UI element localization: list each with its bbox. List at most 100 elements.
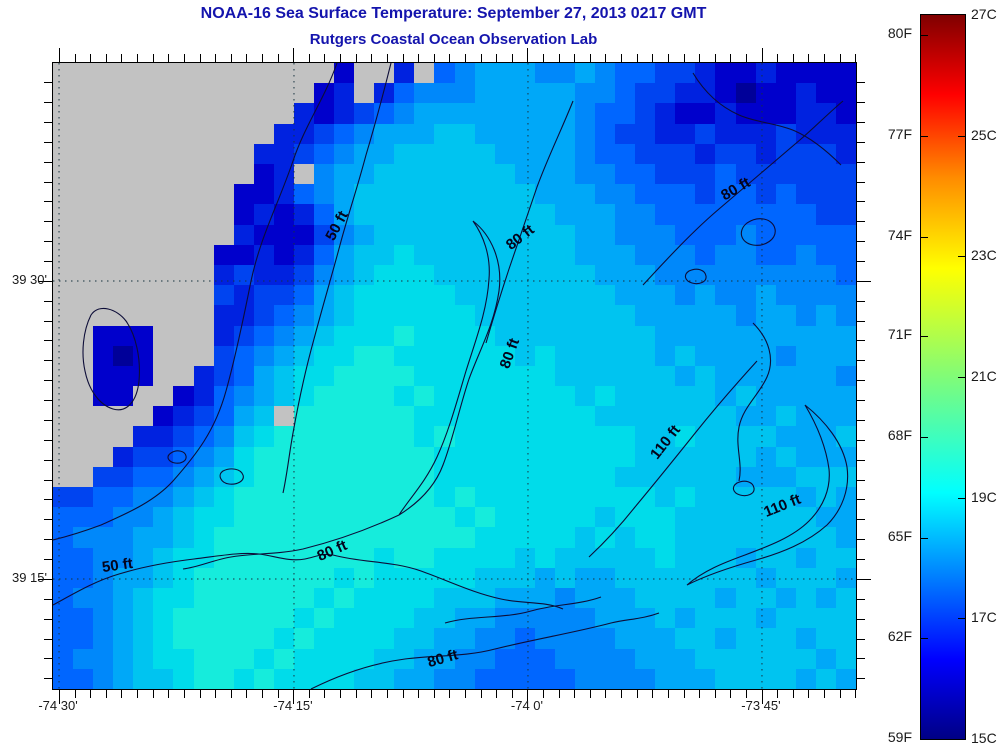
sst-cell bbox=[655, 365, 676, 387]
sst-cell bbox=[354, 143, 375, 164]
y-minor-tick bbox=[44, 439, 52, 441]
sst-cell bbox=[615, 628, 636, 649]
sst-cell bbox=[635, 345, 656, 366]
sst-cell bbox=[755, 264, 776, 286]
sst-cell bbox=[534, 487, 555, 508]
x-minor-tick bbox=[574, 54, 576, 62]
sst-cell bbox=[715, 224, 736, 245]
sst-cell bbox=[474, 628, 495, 649]
sst-cell bbox=[454, 325, 475, 346]
sst-cell bbox=[494, 143, 515, 164]
x-minor-tick bbox=[105, 54, 107, 62]
sst-cell bbox=[835, 668, 856, 689]
sst-cell bbox=[374, 426, 395, 447]
x-minor-tick bbox=[215, 690, 217, 698]
sst-cell bbox=[815, 285, 836, 306]
sst-cell bbox=[153, 466, 174, 488]
sst-cell bbox=[414, 487, 435, 508]
sst-cell bbox=[434, 163, 455, 185]
sst-cell bbox=[735, 668, 756, 689]
sst-cell bbox=[374, 345, 395, 366]
sst-cell bbox=[474, 487, 495, 508]
land-cell bbox=[173, 244, 194, 265]
sst-cell bbox=[514, 588, 535, 609]
sst-cell bbox=[474, 648, 495, 669]
sst-cell bbox=[334, 668, 355, 689]
sst-cell bbox=[635, 365, 656, 387]
sst-cell bbox=[695, 466, 716, 488]
land-cell bbox=[173, 365, 194, 387]
sst-cell bbox=[233, 608, 254, 629]
sst-cell bbox=[434, 184, 455, 205]
colorbar-f-tick bbox=[921, 336, 928, 338]
x-minor-tick bbox=[433, 690, 435, 698]
sst-cell bbox=[414, 345, 435, 366]
sst-cell bbox=[635, 648, 656, 669]
sst-cell bbox=[574, 406, 596, 427]
y-minor-tick bbox=[857, 161, 865, 163]
sst-cell bbox=[253, 668, 274, 689]
land-cell bbox=[213, 163, 234, 185]
sst-cell bbox=[313, 628, 335, 649]
x-minor-tick bbox=[855, 690, 857, 698]
sst-cell bbox=[454, 163, 475, 185]
sst-cell bbox=[193, 426, 214, 447]
sst-cell bbox=[494, 608, 515, 629]
sst-cell bbox=[394, 507, 415, 528]
sst-cell bbox=[434, 628, 455, 649]
land-cell bbox=[53, 244, 74, 265]
sst-cell bbox=[615, 547, 636, 568]
sst-cell bbox=[715, 567, 736, 589]
sst-cell bbox=[595, 487, 616, 508]
sst-cell bbox=[313, 285, 335, 306]
sst-cell bbox=[574, 204, 596, 225]
colorbar-f-tick bbox=[921, 437, 928, 439]
sst-cell bbox=[815, 204, 836, 225]
sst-cell bbox=[93, 527, 114, 548]
sst-cell bbox=[414, 264, 435, 286]
land-cell bbox=[193, 83, 214, 104]
y-minor-tick bbox=[857, 360, 865, 362]
sst-cell bbox=[93, 345, 114, 366]
y-minor-tick bbox=[857, 459, 865, 461]
sst-cell bbox=[695, 224, 716, 245]
sst-cell bbox=[334, 547, 355, 568]
sst-cell bbox=[655, 567, 676, 589]
sst-cell bbox=[293, 264, 314, 286]
sst-cell bbox=[675, 507, 696, 528]
sst-cell bbox=[635, 406, 656, 427]
sst-cell bbox=[835, 325, 856, 346]
sst-cell bbox=[434, 507, 455, 528]
sst-cell bbox=[554, 648, 575, 669]
sst-cell bbox=[615, 426, 636, 447]
sst-cell bbox=[313, 406, 335, 427]
land-cell bbox=[213, 63, 234, 84]
sst-cell bbox=[113, 365, 134, 387]
sst-cell bbox=[815, 365, 836, 387]
sst-cell bbox=[354, 446, 375, 467]
land-cell bbox=[354, 83, 375, 104]
sst-cell bbox=[53, 547, 74, 568]
sst-cell bbox=[595, 244, 616, 265]
sst-cell bbox=[414, 588, 435, 609]
sst-cell bbox=[695, 527, 716, 548]
sst-cell bbox=[354, 507, 375, 528]
sst-cell bbox=[655, 608, 676, 629]
sst-cell bbox=[193, 446, 214, 467]
sst-cell bbox=[414, 123, 435, 144]
sst-cell bbox=[414, 325, 435, 346]
sst-cell bbox=[514, 487, 535, 508]
sst-cell bbox=[394, 305, 415, 326]
colorbar-f-tick bbox=[921, 135, 928, 137]
y-minor-tick bbox=[44, 400, 52, 402]
sst-cell bbox=[494, 325, 515, 346]
sst-cell bbox=[675, 365, 696, 387]
sst-cell bbox=[414, 648, 435, 669]
sst-cell bbox=[414, 204, 435, 225]
sst-cell bbox=[795, 305, 816, 326]
sst-cell bbox=[374, 567, 395, 589]
sst-cell bbox=[494, 345, 515, 366]
sst-cell bbox=[374, 406, 395, 427]
sst-cell bbox=[735, 507, 756, 528]
sst-cell bbox=[534, 507, 555, 528]
